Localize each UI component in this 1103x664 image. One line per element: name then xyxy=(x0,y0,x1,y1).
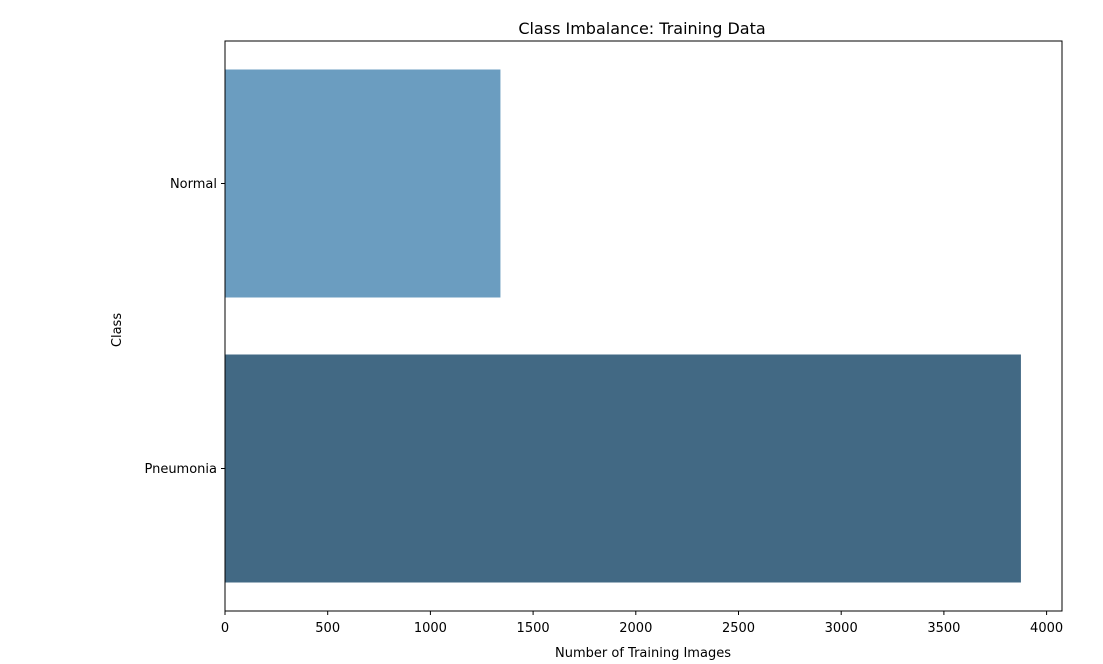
bars-layer xyxy=(225,69,1021,583)
x-tick-label: 0 xyxy=(221,621,229,636)
plot-frame xyxy=(224,40,1063,612)
bar-pneumonia xyxy=(225,354,1021,583)
x-axis-label: Number of Training Images xyxy=(555,646,731,661)
x-tick-label: 1500 xyxy=(517,621,550,636)
bar-normal xyxy=(225,69,501,298)
x-tick-label: 1000 xyxy=(414,621,447,636)
y-axis-label: Class xyxy=(110,313,125,347)
x-tick-label: 3500 xyxy=(927,621,960,636)
x-tick-label: 500 xyxy=(315,621,340,636)
y-tick-label: Normal xyxy=(170,177,217,192)
x-tick-label: 3000 xyxy=(825,621,858,636)
y-tick-label: Pneumonia xyxy=(144,462,217,477)
ticks-layer: Normal Pneumonia 0 500 1000 1500 2000 2500 3000 3… xyxy=(144,177,1063,636)
x-tick-label: 2500 xyxy=(722,621,755,636)
x-tick-label: 2000 xyxy=(619,621,652,636)
chart-title: Class Imbalance: Training Data xyxy=(518,19,765,38)
x-tick-label: 4000 xyxy=(1030,621,1063,636)
